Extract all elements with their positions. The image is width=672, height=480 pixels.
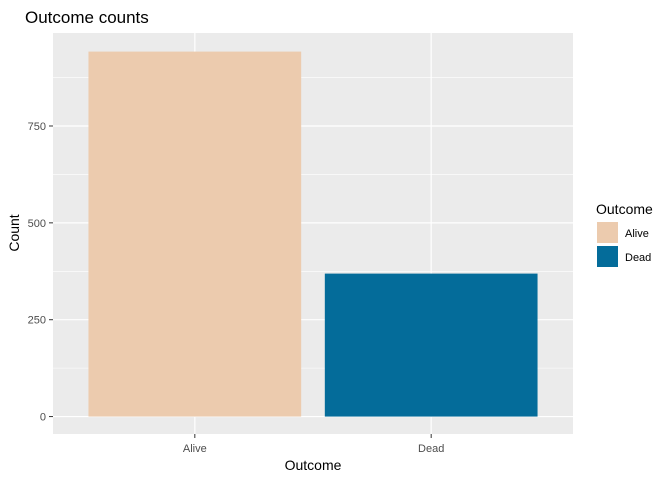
legend-label: Dead	[625, 252, 651, 264]
legend-swatch-alive	[597, 222, 618, 243]
bar-alive	[88, 51, 302, 417]
bar-dead	[324, 273, 538, 417]
y-tick-label: 0	[40, 412, 46, 424]
x-axis-title: Outcome	[285, 457, 342, 473]
x-axis: Alive Dead	[183, 434, 444, 455]
y-tick-label: 500	[28, 218, 46, 230]
y-axis: 0 250 500 750	[28, 121, 53, 424]
y-tick-label: 750	[28, 121, 46, 133]
legend-entries: Alive Dead	[597, 222, 651, 267]
legend-label: Alive	[625, 228, 649, 240]
legend: Outcome Alive Dead	[596, 201, 653, 267]
y-tick-label: 250	[28, 315, 46, 327]
y-axis-title: Count	[6, 214, 22, 251]
legend-title: Outcome	[596, 201, 653, 217]
x-tick-label: Alive	[183, 443, 207, 455]
x-tick-label: Dead	[418, 443, 444, 455]
legend-swatch-dead	[597, 246, 618, 267]
chart-title: Outcome counts	[25, 8, 149, 27]
bars	[88, 51, 538, 417]
